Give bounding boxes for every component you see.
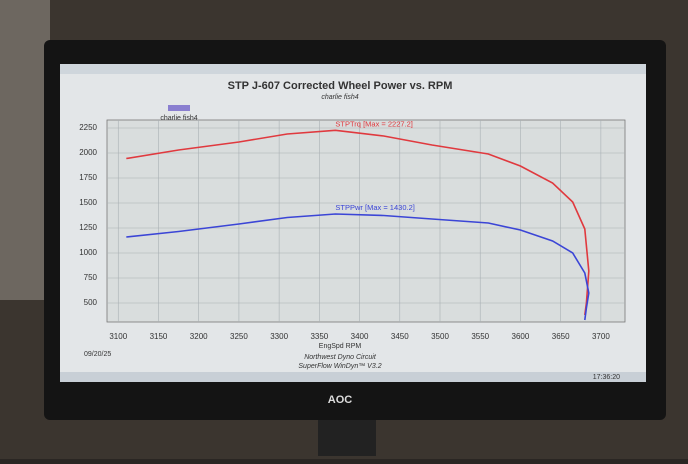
x-tick-label: 3400 xyxy=(351,332,369,341)
brand: AOC xyxy=(328,394,353,406)
x-axis-label: EngSpd RPM xyxy=(319,343,362,350)
x-tick-label: 3100 xyxy=(109,332,127,341)
x-tick-label: 3450 xyxy=(391,332,409,341)
y-tick-label: 750 xyxy=(84,273,98,282)
series-label: STPTrq [Max = 2227.2] xyxy=(335,119,412,128)
series-line xyxy=(126,129,590,316)
x-tick-label: 3550 xyxy=(471,332,489,341)
y-tick-label: 1250 xyxy=(79,223,97,232)
date: 09/20/25 xyxy=(84,351,111,358)
x-tick-label: 3500 xyxy=(431,332,449,341)
series-line xyxy=(126,213,590,321)
y-tick-label: 500 xyxy=(84,298,98,307)
footer-line: Northwest Dyno Circuit xyxy=(304,354,377,361)
y-tick-label: 2250 xyxy=(79,123,97,132)
x-tick-label: 3600 xyxy=(512,332,530,341)
y-tick-label: 1500 xyxy=(79,198,97,207)
taskbar xyxy=(60,372,646,382)
y-tick-label: 1750 xyxy=(79,173,97,182)
x-tick-label: 3350 xyxy=(310,332,328,341)
x-tick-label: 3250 xyxy=(230,332,248,341)
chart-title: STP J-607 Corrected Wheel Power vs. RPM xyxy=(228,80,453,92)
x-tick-label: 3300 xyxy=(270,332,288,341)
wall xyxy=(0,0,50,300)
chart-subtitle: charlie fish4 xyxy=(321,94,358,101)
x-tick-label: 3650 xyxy=(552,332,570,341)
legend-swatch xyxy=(168,105,190,111)
x-tick-label: 3700 xyxy=(592,332,610,341)
x-tick-label: 3200 xyxy=(190,332,208,341)
x-tick-label: 3150 xyxy=(150,332,168,341)
plot-area xyxy=(106,119,626,323)
time: 17:36:20 xyxy=(593,374,620,381)
legend-label: charlie fish4 xyxy=(160,115,197,122)
window-bar xyxy=(60,64,646,74)
monitor-stand xyxy=(318,420,376,456)
y-tick-label: 1000 xyxy=(79,248,97,257)
y-tick-label: 2000 xyxy=(79,148,97,157)
series-label: STPPwr [Max = 1430.2] xyxy=(335,203,414,212)
footer-line: SuperFlow WinDyn™ V3.2 xyxy=(298,363,381,370)
